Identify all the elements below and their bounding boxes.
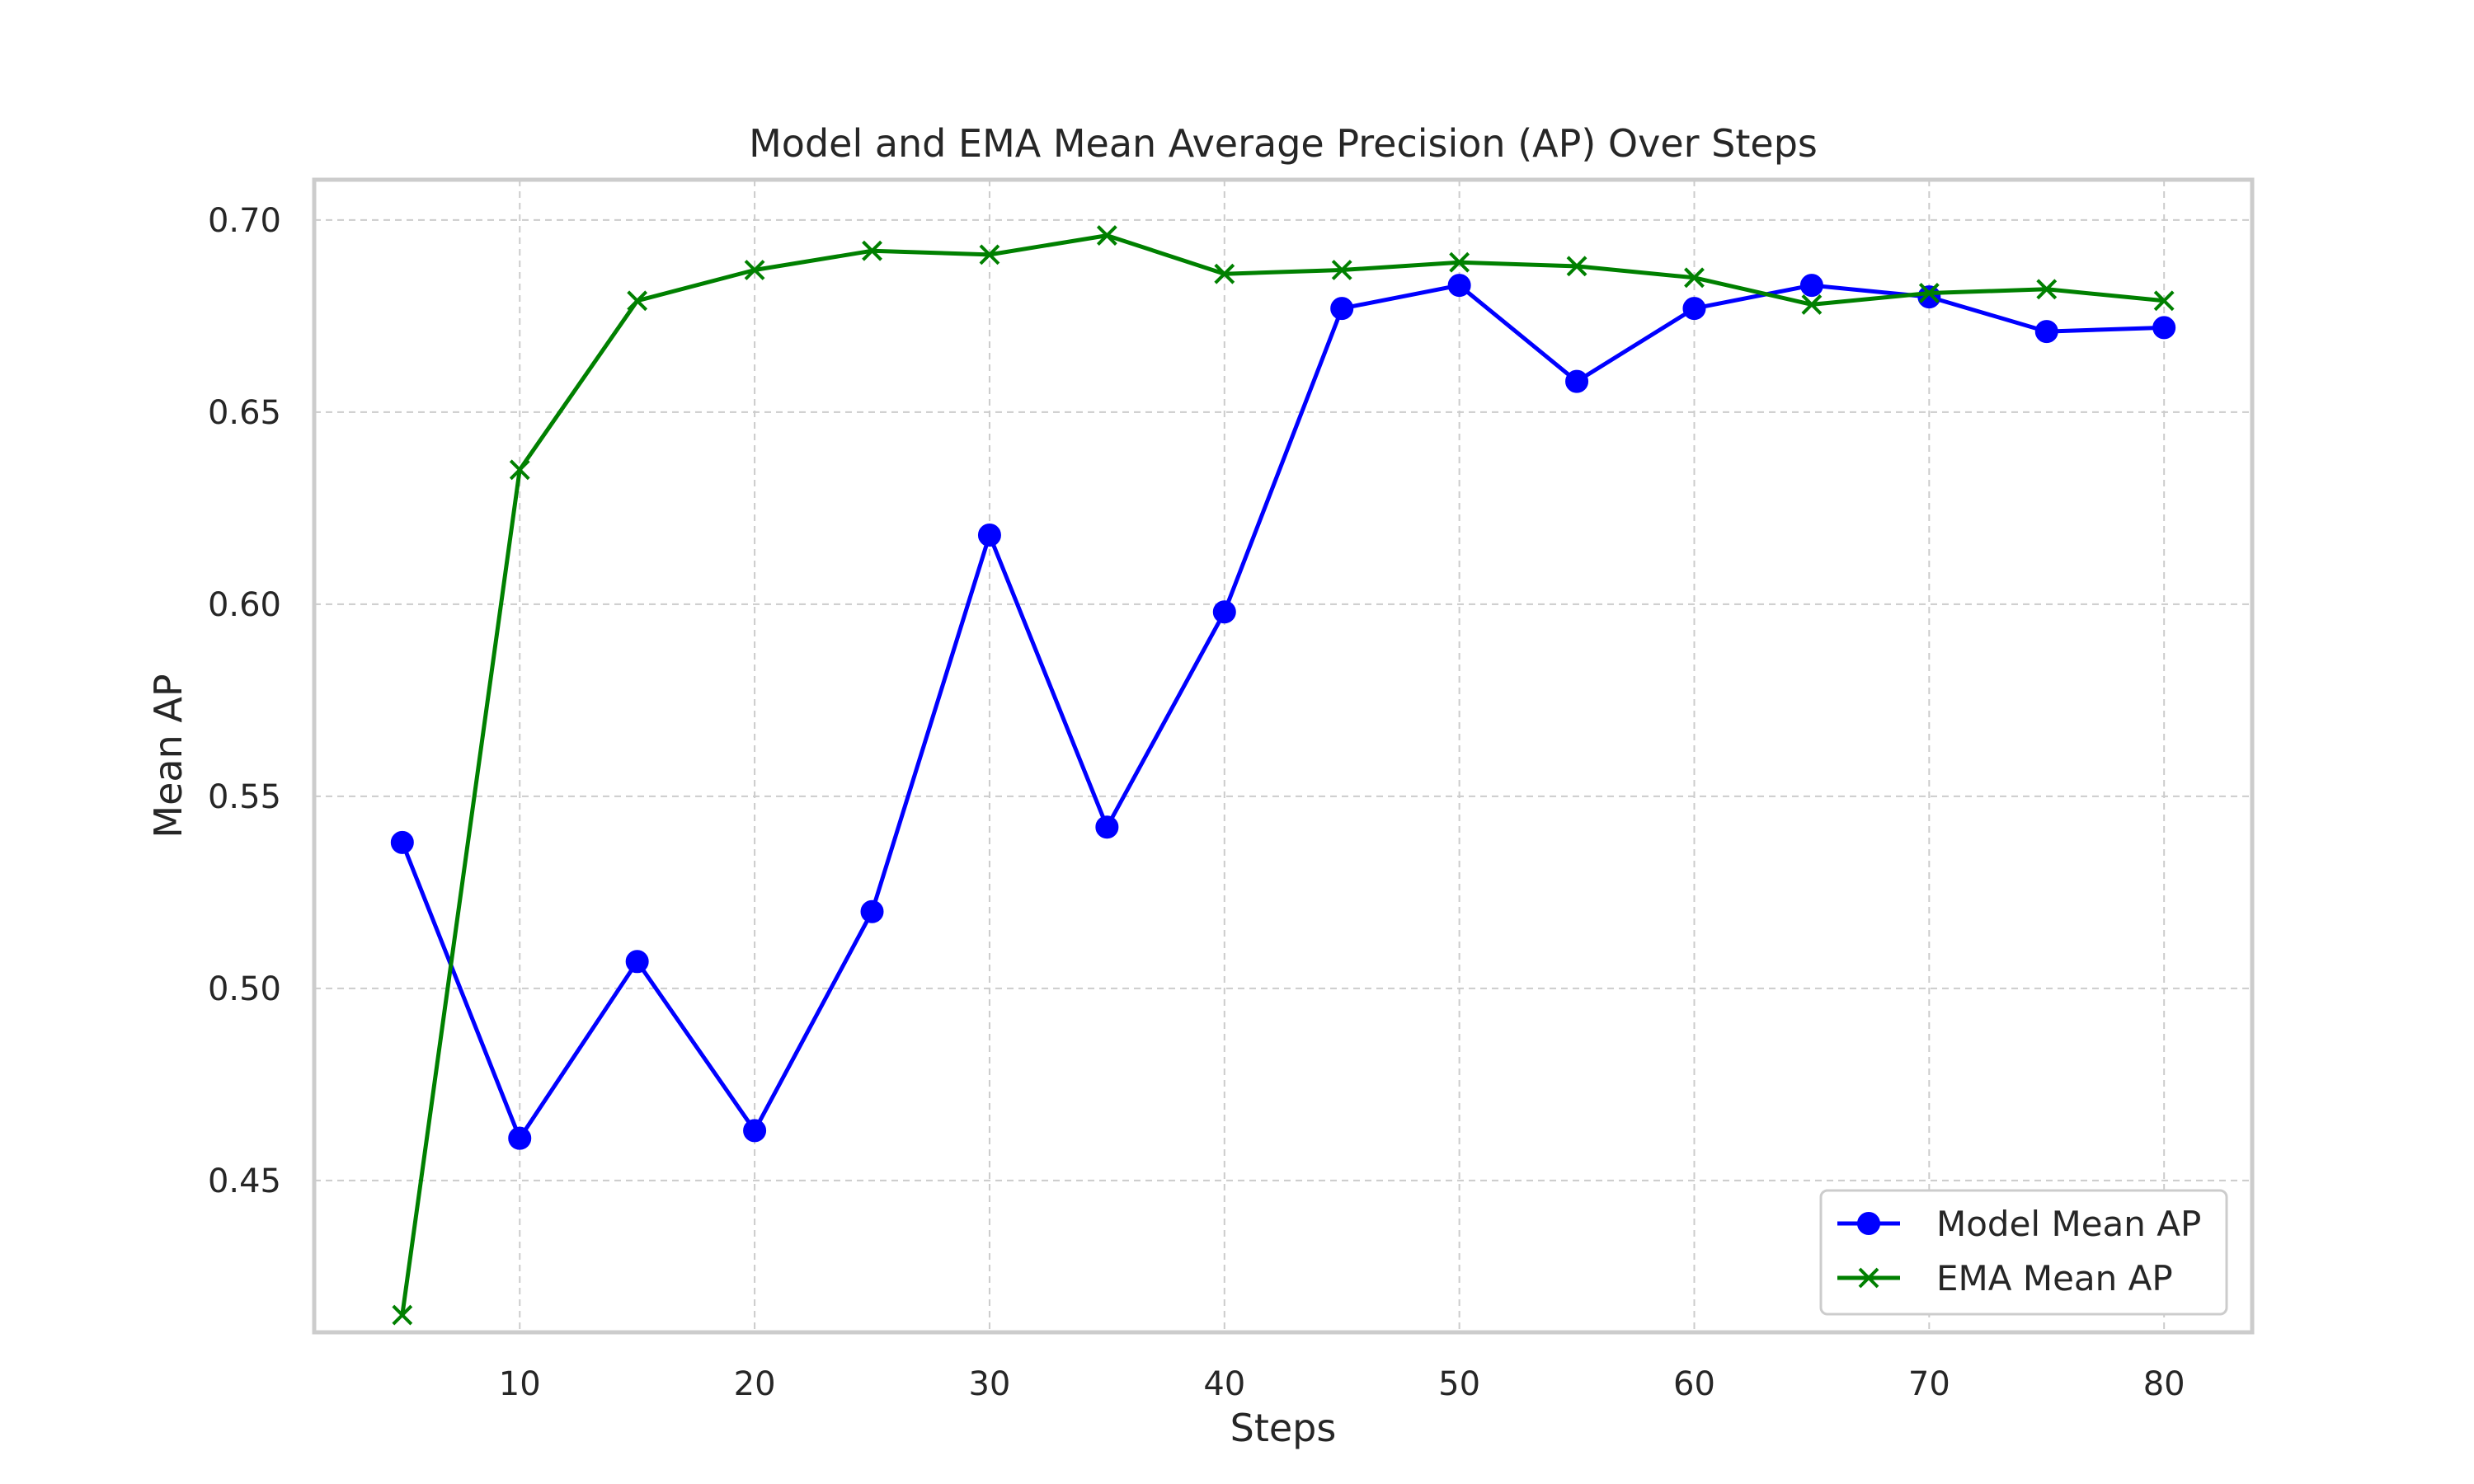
data-point <box>1330 297 1354 321</box>
data-point <box>979 244 1000 265</box>
legend-marker <box>1858 1267 1879 1289</box>
series-layer <box>390 225 2176 1326</box>
data-point <box>1447 274 1471 298</box>
legend-label: Model Mean AP <box>1936 1204 2201 1244</box>
series-ema-mean-ap <box>392 225 2175 1326</box>
y-tick-label: 0.70 <box>208 202 281 240</box>
x-axis-label: Steps <box>1230 1406 1337 1450</box>
y-tick-label: 0.45 <box>208 1162 281 1200</box>
data-point <box>1684 267 1705 289</box>
data-point <box>508 1126 532 1150</box>
data-point <box>390 830 414 854</box>
legend-item: Model Mean AP <box>1837 1204 2201 1244</box>
data-point <box>1095 815 1119 839</box>
data-point <box>743 1119 767 1143</box>
x-tick-label: 10 <box>499 1365 541 1403</box>
x-tick-label: 50 <box>1438 1365 1480 1403</box>
data-point <box>860 899 884 923</box>
y-tick-label: 0.50 <box>208 970 281 1008</box>
data-point <box>1212 600 1236 624</box>
series-line <box>400 283 2165 1141</box>
legend-marker <box>1857 1212 1880 1235</box>
data-point <box>1565 369 1589 393</box>
data-point <box>625 950 649 974</box>
x-tick-label: 40 <box>1203 1365 1245 1403</box>
data-point <box>1214 263 1235 284</box>
series-line <box>400 233 2165 1316</box>
legend-box <box>1819 1189 2228 1316</box>
y-axis-ticks: 0.45 0.50 0.55 0.60 0.65 0.70 <box>208 202 281 1200</box>
data-point <box>627 290 648 312</box>
data-point <box>1566 256 1587 277</box>
data-point <box>2034 320 2058 344</box>
x-tick-label: 80 <box>2143 1365 2185 1403</box>
x-tick-label: 70 <box>1908 1365 1950 1403</box>
legend-item: EMA Mean AP <box>1837 1258 2173 1298</box>
data-point <box>1801 294 1823 315</box>
data-point <box>977 524 1001 547</box>
data-point <box>1682 297 1706 321</box>
data-point <box>2036 279 2058 300</box>
x-tick-label: 60 <box>1673 1365 1715 1403</box>
data-point <box>1917 285 1941 309</box>
data-point <box>1096 225 1117 246</box>
data-point <box>392 1304 413 1326</box>
data-point <box>744 260 765 280</box>
x-tick-label: 20 <box>734 1365 776 1403</box>
data-point <box>862 240 882 261</box>
data-point <box>2152 316 2176 340</box>
chart-title: Model and EMA Mean Average Precision (AP… <box>749 121 1818 166</box>
data-point <box>1799 274 1823 298</box>
data-point <box>1918 283 1940 303</box>
y-tick-label: 0.55 <box>208 778 281 816</box>
series-model-mean-ap <box>390 274 2176 1150</box>
data-point <box>2153 290 2175 312</box>
x-axis-ticks: 10 20 30 40 50 60 70 80 <box>499 1365 2185 1403</box>
x-tick-label: 30 <box>968 1365 1010 1403</box>
y-axis-label: Mean AP <box>146 674 190 838</box>
legend: Model Mean AP EMA Mean AP <box>1819 1189 2228 1316</box>
data-point <box>509 459 530 481</box>
data-point <box>1331 260 1352 280</box>
legend-label: EMA Mean AP <box>1936 1258 2173 1298</box>
plot-frame <box>312 177 2255 1335</box>
y-tick-label: 0.60 <box>208 586 281 624</box>
y-tick-label: 0.65 <box>208 394 281 432</box>
data-point <box>1449 251 1470 273</box>
